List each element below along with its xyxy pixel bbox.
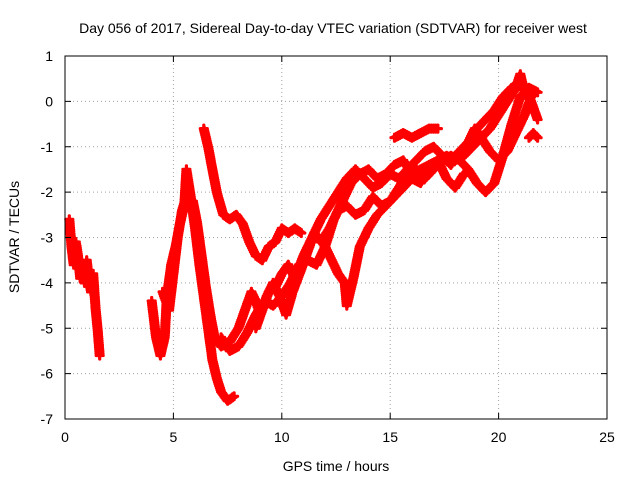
series-group	[64, 69, 543, 406]
y-tick-label: -1	[41, 139, 54, 155]
series-0-markers	[64, 214, 105, 361]
x-tick-label: 0	[61, 429, 69, 445]
y-tick-label: -7	[41, 411, 54, 427]
series-7-markers	[389, 123, 443, 143]
series-6-markers	[320, 155, 469, 311]
x-tick-label: 20	[491, 429, 507, 445]
y-tick-label: -5	[41, 320, 54, 336]
x-tick-label: 15	[382, 429, 398, 445]
y-tick-label: -4	[41, 275, 54, 291]
x-tick-label: 10	[274, 429, 290, 445]
y-axis-label: SDTVAR / TECUs	[6, 181, 22, 293]
y-tick-label: -2	[41, 184, 54, 200]
y-tick-label: -6	[41, 366, 54, 382]
y-tick-label: 1	[45, 48, 53, 64]
x-axis-label: GPS time / hours	[283, 458, 390, 474]
series-8-markers	[445, 91, 537, 166]
x-tick-label: 25	[599, 429, 615, 445]
y-axis-tick-labels: 1 0 -1 -2 -3 -4 -5 -6 -7	[41, 48, 54, 427]
x-axis-tick-labels: 0 5 10 15 20 25	[61, 429, 615, 445]
x-tick-label: 5	[170, 429, 178, 445]
chart-title: Day 056 of 2017, Sidereal Day-to-day VTE…	[79, 20, 587, 36]
series-3-markers	[198, 123, 307, 266]
series-9-markers	[523, 128, 543, 143]
axis-ticks	[64, 55, 608, 420]
y-tick-label: 0	[45, 93, 53, 109]
y-tick-label: -3	[41, 230, 54, 246]
